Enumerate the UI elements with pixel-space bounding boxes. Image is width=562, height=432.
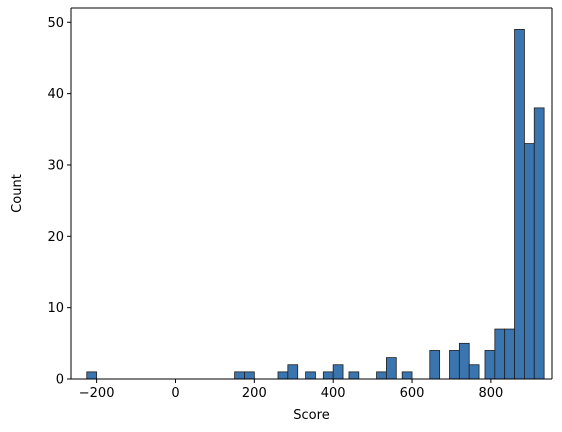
histogram-bar — [429, 350, 441, 380]
x-axis-ticks: −200 0 200 400 600 800 — [79, 379, 503, 401]
histogram-bar — [234, 371, 245, 380]
histogram-bar — [484, 350, 496, 380]
y-axis-ticks: 0 10 20 30 40 50 — [47, 16, 71, 388]
y-tick-label: 30 — [47, 158, 64, 173]
histogram-bar — [244, 371, 255, 380]
y-tick-label: 0 — [56, 373, 64, 388]
histogram-bar — [468, 364, 480, 380]
histogram-bar — [514, 28, 525, 380]
histogram-bar — [533, 107, 545, 380]
histogram-bar — [504, 328, 515, 380]
axes-group — [70, 7, 553, 380]
y-tick-label: 50 — [47, 16, 64, 31]
x-tick-label: 800 — [478, 386, 503, 401]
histogram-bar — [401, 371, 413, 380]
x-tick-label: 600 — [400, 386, 425, 401]
histogram-bar — [449, 350, 460, 380]
plot-area — [71, 8, 552, 379]
x-tick-label: 0 — [171, 386, 179, 401]
x-axis-label: Score — [293, 408, 329, 423]
histogram-bar — [494, 328, 506, 380]
histogram-bar — [277, 371, 289, 380]
histogram-bar — [86, 371, 98, 380]
x-tick-label: −200 — [79, 386, 115, 401]
histogram-bar — [287, 364, 299, 380]
y-tick-label: 40 — [47, 87, 64, 102]
x-tick-label: 200 — [242, 386, 267, 401]
histogram-bar — [305, 371, 316, 380]
y-tick-label: 20 — [47, 230, 64, 245]
y-axis-label: Count — [10, 174, 25, 213]
histogram-bar — [376, 371, 387, 380]
histogram-bar — [524, 143, 535, 380]
x-tick-label: 400 — [321, 386, 346, 401]
histogram-bar — [458, 342, 470, 380]
histogram-bar — [386, 357, 397, 380]
histogram-bar — [322, 371, 334, 380]
histogram-bar — [348, 371, 360, 380]
y-tick-label: 10 — [47, 301, 64, 316]
histogram-bar — [332, 364, 344, 380]
